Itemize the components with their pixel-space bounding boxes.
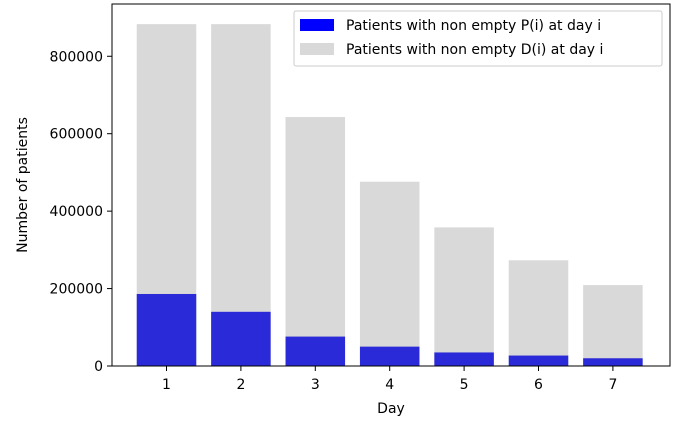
x-tick-label: 2: [236, 377, 245, 393]
bar-p-day-6: [508, 355, 569, 366]
x-axis: 1 2 3 4 5 6 7: [162, 366, 617, 393]
legend-label-d: Patients with non empty D(i) at day i: [346, 42, 603, 58]
bar-d-day-5: [434, 227, 494, 366]
series-d-bars: [136, 24, 643, 366]
bar-p-day-7: [583, 358, 643, 366]
y-tick-label: 600000: [50, 127, 103, 143]
legend-swatch-p: [300, 19, 334, 31]
bar-d-day-4: [359, 181, 420, 366]
y-tick-label: 200000: [50, 282, 103, 298]
x-tick-label: 1: [162, 377, 171, 393]
bar-p-day-4: [359, 346, 420, 366]
x-tick-label: 5: [460, 377, 469, 393]
y-tick-label: 400000: [50, 204, 103, 220]
bar-d-day-7: [583, 285, 643, 366]
bar-p-day-3: [285, 336, 346, 366]
bar-d-day-2: [211, 24, 271, 366]
plot-frame: [111, 3, 671, 367]
series-p-bars: [136, 293, 643, 366]
x-tick-label: 6: [534, 377, 543, 393]
x-tick-label: 7: [608, 377, 617, 393]
bar-p-day-1: [136, 293, 197, 366]
y-tick-label: 800000: [50, 49, 103, 65]
x-tick-label: 4: [385, 377, 394, 393]
bar-p-day-2: [211, 311, 271, 366]
bar-p-day-5: [434, 352, 494, 366]
x-axis-title: Day: [377, 401, 405, 417]
bar-d-day-3: [285, 117, 346, 366]
legend-box: [293, 10, 663, 67]
legend-swatch-d: [300, 43, 334, 55]
y-tick-label: 0: [94, 359, 103, 375]
legend: Patients with non empty P(i) at day i Pa…: [293, 10, 663, 67]
bar-d-day-6: [508, 260, 569, 366]
x-tick-label: 3: [311, 377, 320, 393]
y-axis-title: Number of patients: [15, 117, 31, 253]
y-axis: 0 200000 400000 600000 800000: [50, 49, 112, 375]
legend-label-p: Patients with non empty P(i) at day i: [346, 18, 601, 34]
